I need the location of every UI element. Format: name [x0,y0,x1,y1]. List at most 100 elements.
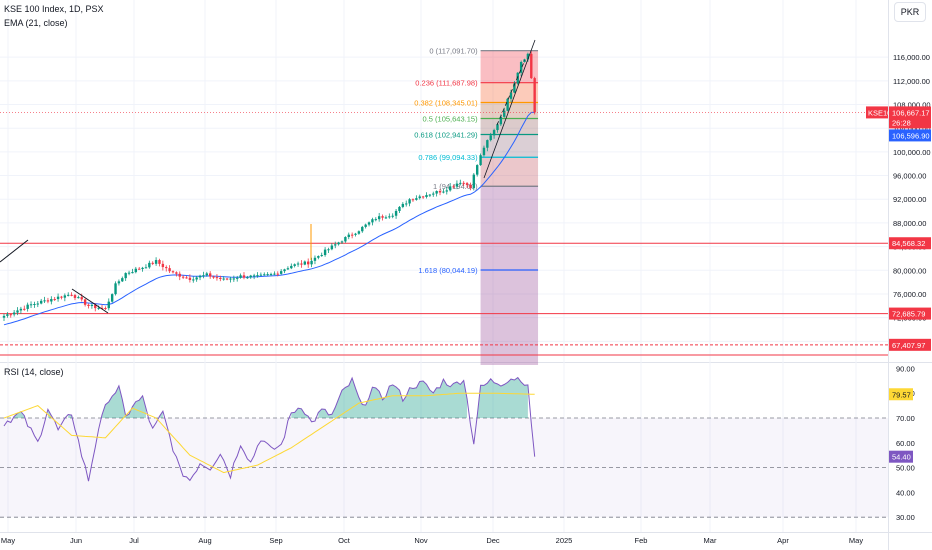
candle-body [445,190,448,192]
candle-body [455,183,459,187]
candle-body [364,224,367,227]
price-tick-label: 92,000.00 [893,195,926,204]
candle-body [367,222,371,225]
candle-body [293,264,296,266]
candle-body [151,262,154,264]
ema-line [3,111,535,326]
candle-body [56,296,60,300]
candle-body [513,83,516,93]
candle-body [242,275,246,278]
candle-body [97,307,100,309]
candle-body [273,273,276,275]
channel-line [483,39,536,179]
price-tick-label: 112,000.00 [893,77,930,86]
candle-body [421,196,425,198]
fib-level-label: 0.786 (99,094.33) [418,153,478,162]
candle-body [83,299,87,305]
candle-body [472,174,476,188]
price-tag-label: 72,685.79 [892,310,925,319]
rsi-ma-value: 79.57 [892,390,911,399]
candle-body [165,267,168,269]
candle-body [185,277,188,279]
candle-body [509,92,513,99]
candle-body [70,294,73,296]
fib-band [480,157,539,187]
candle-body [425,195,428,197]
symbol-tag [866,106,888,119]
candle-body [310,260,313,265]
candle-body [411,199,415,201]
candle-body [432,193,435,195]
rsi-ma-tag [889,388,913,401]
price-tag [889,307,931,320]
price-tag [889,237,931,250]
candle-body [121,278,124,282]
rsi-indicator-label[interactable]: RSI (14, close) [4,367,64,377]
candle-body [43,300,46,302]
candle-body [263,274,266,276]
candle-body [36,303,39,305]
candle-body [73,295,77,298]
candle-body [452,186,455,188]
currency-selector[interactable]: PKR [894,2,926,22]
ema-indicator-label[interactable]: EMA (21, close) [4,18,68,28]
candle-body [388,216,391,218]
candle-body [269,273,273,275]
candle-body [394,210,398,216]
candle-body [459,182,462,184]
candle-body [327,249,330,251]
time-tick-label: Nov [414,536,428,545]
candle-body [317,256,320,258]
candle-body [77,297,80,299]
candle-body [80,297,83,300]
price-tick-label: 88,000.00 [893,219,926,228]
rsi-tick-label: 30.00 [896,513,915,522]
candle-body [9,314,12,316]
rsi-overbought-fill [14,377,528,418]
candle-body [462,182,465,184]
candle-body [63,295,67,298]
time-tick-label: Aug [198,536,211,545]
candle-body [110,294,114,302]
candle-body [303,261,307,265]
channel-line [496,59,526,126]
candle-body [168,268,171,272]
time-tick-label: 2025 [556,536,573,545]
candle-body [296,263,300,265]
price-tick-label: 100,000.00 [893,148,931,157]
candles-group [2,51,536,321]
candle-body [276,273,279,275]
candle-body [202,275,205,277]
candle-body [469,184,472,188]
time-tick-label: May [1,536,15,545]
time-tick-label: Apr [777,536,789,545]
candle-body [286,268,290,270]
candle-body [523,59,526,63]
rsi-value-tag [889,450,913,463]
symbol-title: KSE 100 Index, 1D, PSX [4,4,104,14]
candle-body [428,194,432,196]
candle-body [134,268,138,273]
candle-body [87,304,90,306]
price-tick-label: 76,000.00 [893,290,926,299]
time-tick-label: Oct [338,536,351,545]
time-tick-label: Jul [129,536,139,545]
candle-body [26,304,29,309]
candle-body [371,219,374,223]
candle-body [361,226,364,232]
candle-body [39,300,43,304]
candle-body [438,190,442,193]
candle-body [6,314,9,316]
candle-body [279,271,283,274]
candle-body [46,300,50,302]
candle-body [482,147,486,156]
candle-body [476,165,479,175]
candle-body [138,268,141,270]
candle-body [350,234,354,236]
candle-body [398,206,401,211]
ema-price-label: 106,596.90 [892,131,930,140]
candle-body [354,233,357,235]
candle-body [239,275,242,278]
candle-body [486,140,489,148]
